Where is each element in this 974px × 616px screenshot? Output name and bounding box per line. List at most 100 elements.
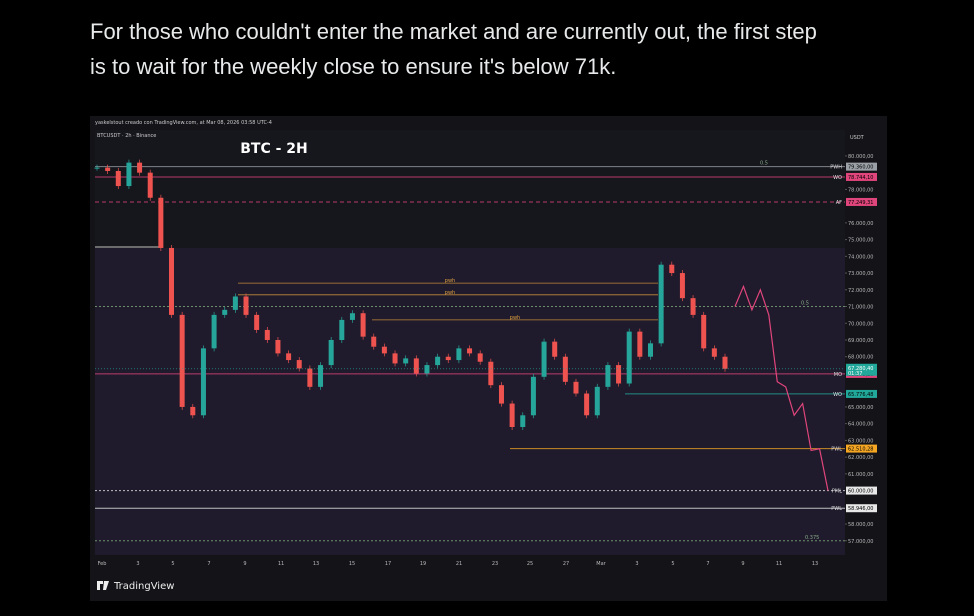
fib-label: 0.5 [801,301,809,307]
y-tick-label: 58.000,00 [848,522,873,528]
x-tick-label: 5 [171,561,174,567]
candle [307,368,313,387]
candle [360,313,366,337]
x-tick-label: 15 [349,561,355,567]
x-tick-label: 23 [492,561,498,567]
candle [169,247,175,315]
candle [711,348,717,357]
candle [371,336,377,347]
candle [318,365,324,387]
candle [381,346,387,354]
x-tick-label: 9 [243,561,246,567]
level-name: PWL [831,447,842,453]
fib-label: 0.5 [760,161,768,167]
candle [179,314,185,407]
y-tick-label: 63.000,00 [848,438,873,444]
y-tick-label: 65.000,00 [848,405,873,411]
candle [616,365,622,384]
x-tick-label: 25 [527,561,533,567]
note-label: pwh [510,315,520,321]
candle [647,343,653,357]
y-tick-label: 62.000,00 [848,455,873,461]
candle [498,385,504,404]
candle [275,339,281,354]
price-tag [846,197,877,206]
x-tick-label: 19 [420,561,426,567]
candle [328,339,334,366]
candle [573,381,579,394]
x-tick-label: Feb [98,561,107,567]
y-tick-label: 73.000,00 [848,271,873,277]
candle [392,353,398,364]
x-tick-label: 3 [635,561,638,567]
candle [222,309,228,315]
candle [562,356,568,382]
price-tag-label: 62.510,28 [848,447,873,453]
candle [243,296,249,315]
candle [679,273,685,299]
candle [626,331,632,384]
level-name: WO [833,175,842,181]
price-tag [846,486,877,495]
candle [137,162,143,173]
x-tick-label: 9 [741,561,744,567]
candle [105,167,111,171]
candle [115,170,121,187]
projection [734,284,829,491]
post-line: is to wait for the weekly close to ensur… [90,54,617,79]
y-tick-label: 64.000,00 [848,422,873,428]
candle [530,376,536,416]
y-tick-label: 80.000,00 [848,154,873,160]
candle [264,329,270,340]
candle [509,403,515,427]
candle [126,162,132,187]
y-tick-label: 68.000,00 [848,355,873,361]
level-name: PML [832,489,842,495]
candle [456,348,462,361]
candle [637,331,643,357]
chart-title: BTC - 2H [240,141,308,157]
candle [552,341,558,357]
y-tick-label: 71.000,00 [848,305,873,311]
currency: USDT [850,135,865,141]
last-price-tag [846,363,877,376]
x-tick-label: 17 [385,561,391,567]
candle [424,365,430,374]
candle [147,172,153,198]
price-tag-label: 65.776,48 [848,392,873,398]
candle [594,386,600,416]
candle [435,356,441,366]
level-name: WO [833,392,842,398]
level-name: MO [834,372,842,378]
note-label: pwh [445,278,455,284]
candle [286,353,292,361]
candle [541,341,547,377]
post-line: For those who couldn't enter the market … [90,19,817,44]
candle [94,167,100,169]
price-tag-label: 58.946,00 [848,506,873,512]
candle [690,298,696,315]
level-name: PWL [831,506,842,512]
x-tick-label: Mar [596,561,606,567]
candle [445,356,451,361]
price-tag-label: 79.360,00 [848,165,873,171]
y-tick-label: 78.000,00 [848,187,873,193]
y-tick-label: 74.000,00 [848,254,873,260]
x-tick-label: 3 [136,561,139,567]
fib-label: 0.375 [805,535,819,541]
price-tag [846,172,877,181]
plot-area [95,248,845,555]
candle [413,358,419,374]
price-tag-label: 77.249,31 [848,200,873,206]
level-name: AF [836,200,842,206]
candle [605,365,611,387]
candle [520,415,526,427]
y-tick-label: 70.000,00 [848,321,873,327]
candle [403,358,409,364]
candle [190,406,196,416]
candle [339,319,345,340]
x-tick-label: 13 [313,561,319,567]
candle [296,360,302,369]
candle [658,264,664,344]
